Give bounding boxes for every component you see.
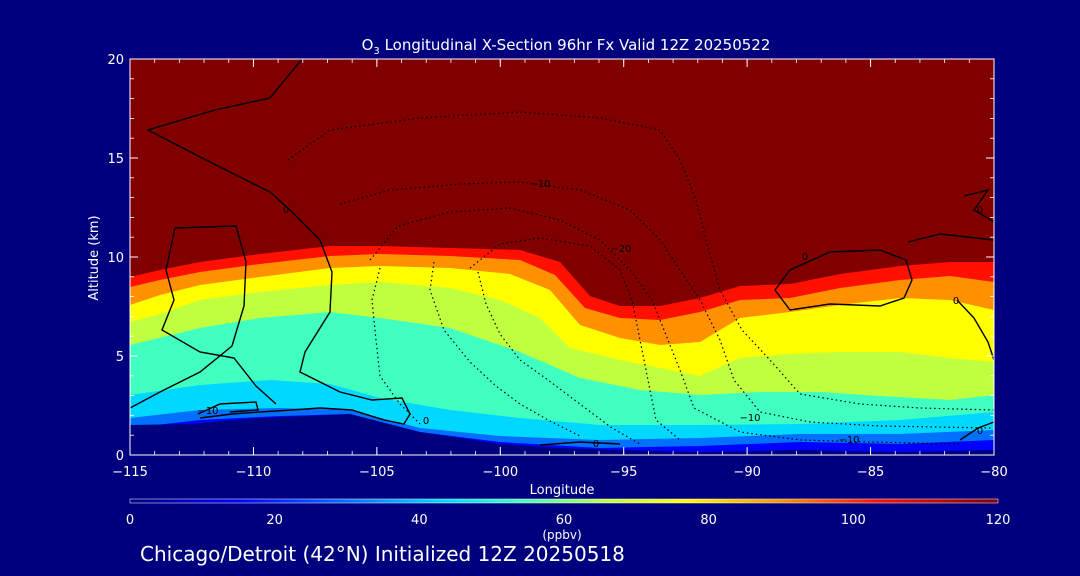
- contour-label: −10: [529, 179, 550, 190]
- terrain-mask: [130, 414, 994, 455]
- colorbar-tick-label: 80: [700, 513, 717, 528]
- contour-line: [963, 188, 994, 223]
- contour-label: 0: [423, 416, 429, 427]
- x-tick-label: −80: [980, 465, 1007, 480]
- chart-title: O3 Longitudinal X-Section 96hr Fx Valid …: [362, 36, 771, 57]
- contour-line: [161, 227, 277, 405]
- y-axis-label: Altitude (km): [87, 215, 102, 300]
- x-tick-label: −105: [359, 465, 395, 480]
- contour-line: [539, 441, 621, 446]
- x-tick-label: −100: [482, 465, 518, 480]
- colorbar-tick-label: 120: [986, 513, 1011, 528]
- y-tick-label: 0: [116, 449, 124, 464]
- contour-line: [369, 207, 961, 445]
- x-tick-label: −115: [112, 465, 148, 480]
- contour-labels: 0 −10 −10 −20 0 0 −10 0 0 −10 0 0: [197, 179, 983, 450]
- contour-line: [197, 401, 259, 415]
- contour-line: [146, 59, 411, 425]
- colorbar-label: (ppbv): [542, 528, 581, 542]
- y-tick-label: 15: [107, 152, 124, 167]
- contour-label: 0: [953, 296, 959, 307]
- contour-label: −20: [610, 244, 631, 255]
- x-tick-label: −85: [857, 465, 884, 480]
- contour-label: −10: [739, 413, 760, 424]
- footer-caption: Chicago/Detroit (42°N) Initialized 12Z 2…: [140, 542, 625, 566]
- contour-label: 0: [977, 426, 983, 437]
- colorbar-tick-label: 20: [266, 513, 283, 528]
- ozone-field: 0 −10 −10 −20 0 0 −10 0 0 −10 0 0: [130, 59, 994, 455]
- contour-label: 0: [977, 205, 983, 216]
- contour-label: 0: [802, 252, 808, 263]
- y-axis-ticks: 0 5 10 15 20: [107, 53, 994, 464]
- colorbar: [129, 498, 999, 504]
- y-tick-label: 10: [107, 251, 124, 266]
- colorbar-tick-label: 0: [126, 513, 134, 528]
- x-tick-label: −95: [610, 465, 637, 480]
- contour-line: [469, 237, 681, 441]
- contour-label: −10: [197, 406, 218, 417]
- x-axis-label: Longitude: [530, 483, 595, 498]
- contour-line: [130, 225, 247, 409]
- contour-line: [371, 267, 421, 425]
- dotted-contours: [287, 111, 994, 445]
- x-tick-label: −90: [733, 465, 760, 480]
- contour-label: 0: [283, 205, 289, 216]
- x-axis-ticks: −115 −110 −105 −100 −95 −90 −85 −80: [112, 59, 1008, 480]
- colorbar-tick-label: 100: [841, 513, 866, 528]
- x-tick-label: −110: [236, 465, 272, 480]
- colorbar-ticks: 0 20 40 60 80 100 120: [126, 513, 1011, 528]
- colorbar-tick-label: 60: [556, 513, 573, 528]
- contour-line: [956, 299, 994, 361]
- contour-line: [774, 249, 913, 311]
- y-tick-label: 5: [116, 350, 124, 365]
- contour-line: [907, 233, 994, 243]
- colorbar-tick-label: 40: [411, 513, 428, 528]
- contour-label: 0: [593, 439, 599, 450]
- solid-contours: [130, 59, 994, 446]
- contour-label: −10: [838, 435, 859, 446]
- y-tick-label: 20: [107, 53, 124, 68]
- contour-line: [959, 421, 994, 441]
